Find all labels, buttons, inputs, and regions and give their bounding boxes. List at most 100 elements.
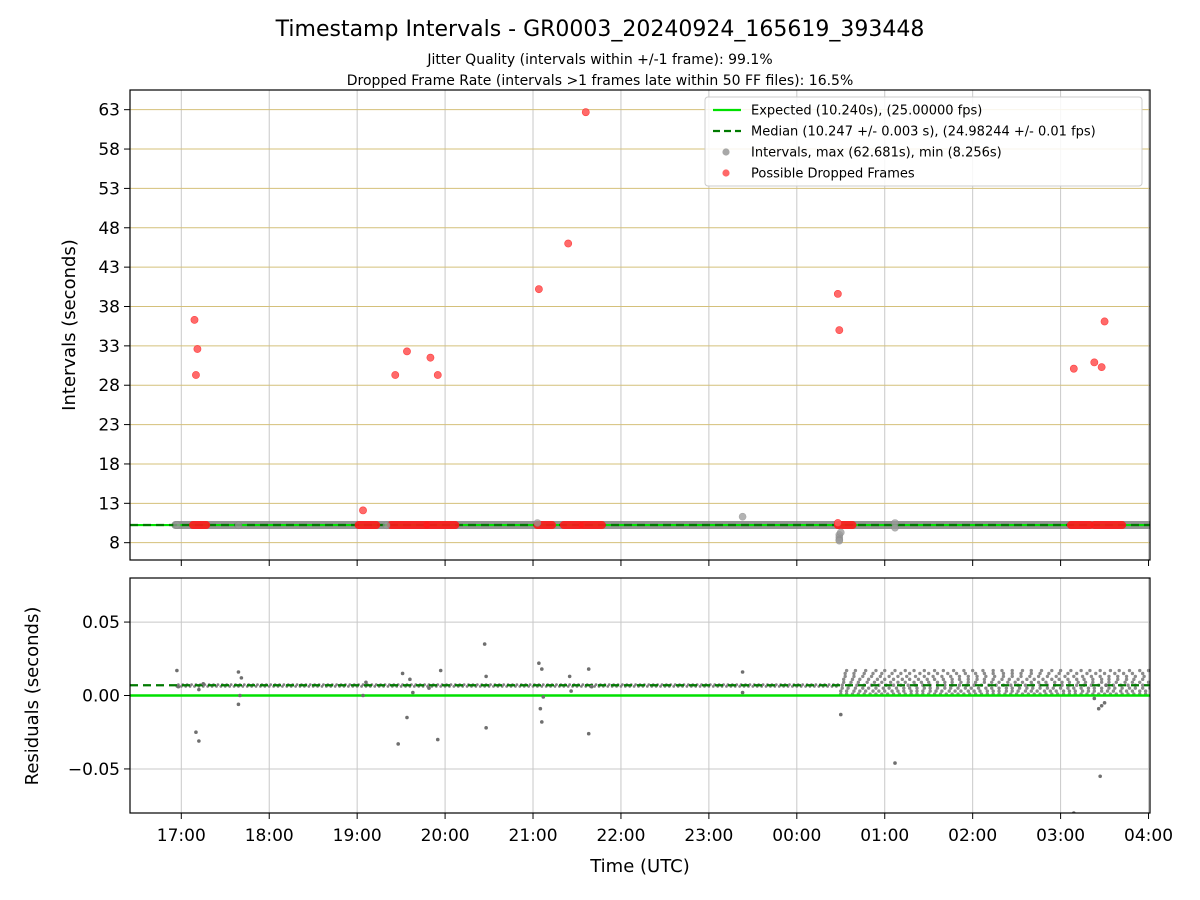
residual-point <box>1029 668 1033 673</box>
residual-point <box>950 677 954 682</box>
residual-point <box>916 677 921 682</box>
residual-point <box>922 686 927 690</box>
residual-point <box>963 686 968 690</box>
residual-point <box>935 686 940 690</box>
interval-point <box>891 523 899 532</box>
residual-point <box>839 689 843 693</box>
residual-point <box>1010 668 1014 673</box>
residual-point <box>907 677 912 682</box>
residual-point <box>216 683 220 687</box>
residual-point <box>537 661 541 665</box>
intervals-y-ticks: 8 13 18 23 28 33 38 43 48 53 58 63 <box>98 101 130 554</box>
residual-point <box>931 674 935 679</box>
residual-point <box>175 668 179 673</box>
intervals-y-axis-label: Intervals (seconds) <box>59 239 80 411</box>
residual-point <box>1113 686 1117 690</box>
residual-point <box>1091 677 1095 682</box>
residual-point <box>396 742 400 746</box>
residual-point <box>940 674 944 679</box>
residual-point <box>863 689 868 693</box>
residual-dense-band <box>839 668 1150 696</box>
residual-point <box>541 695 546 699</box>
residual-point <box>1042 689 1047 693</box>
residual-point <box>1124 677 1129 682</box>
residual-point <box>541 683 545 687</box>
residual-point <box>866 677 871 682</box>
residual-point <box>1113 671 1117 676</box>
residual-point <box>1086 686 1091 690</box>
residual-point <box>1060 683 1064 687</box>
residual-point <box>869 674 874 679</box>
residual-point <box>1001 671 1006 676</box>
residual-point <box>774 683 778 687</box>
residuals-y-tick-label: 0.05 <box>82 613 120 633</box>
residual-point <box>902 689 906 693</box>
interval-point <box>173 521 181 529</box>
residual-point <box>903 680 907 684</box>
residual-point <box>935 680 940 684</box>
dropped-frame-point <box>835 326 844 335</box>
residual-point <box>1006 680 1010 684</box>
intervals-y-tick-label: 28 <box>98 376 120 396</box>
residual-point <box>891 677 896 682</box>
x-tick-label: 01:00 <box>860 826 909 846</box>
residual-point <box>540 667 544 671</box>
residual-point <box>991 689 995 693</box>
residual-point <box>1098 668 1102 673</box>
intervals-y-tick-label: 18 <box>98 455 120 475</box>
residual-point <box>1054 674 1058 679</box>
legend: Expected (10.240s), (25.00000 fps) Median… <box>704 96 1143 187</box>
residual-point <box>959 689 963 693</box>
residual-point <box>449 683 453 687</box>
residual-point <box>991 668 995 673</box>
residual-point <box>850 677 855 682</box>
residuals-data <box>130 642 1150 813</box>
dropped-frame-point <box>1097 363 1106 372</box>
residual-point <box>1023 683 1028 687</box>
residual-point <box>896 674 900 679</box>
residual-point <box>852 671 856 676</box>
residual-point <box>1016 689 1020 693</box>
residual-point <box>295 683 299 687</box>
residual-point <box>888 680 893 684</box>
residual-point <box>935 671 940 676</box>
x-tick-label: 19:00 <box>333 826 382 846</box>
interval-point <box>533 519 542 527</box>
residual-point <box>197 739 201 743</box>
residual-point <box>1127 686 1132 690</box>
residual-point <box>1143 689 1148 693</box>
residual-point <box>880 680 884 684</box>
residual-point <box>586 667 591 671</box>
residual-point <box>1072 674 1076 679</box>
dropped-frame-point <box>192 371 200 379</box>
legend-label: Median (10.247 +/- 0.003 s), (24.98244 +… <box>751 125 1096 140</box>
residual-point <box>991 671 995 676</box>
intervals-y-tick-label: 33 <box>98 337 120 357</box>
intervals-data <box>130 108 1150 545</box>
residual-point <box>957 677 962 682</box>
residual-point <box>475 683 479 687</box>
residual-point <box>236 670 241 674</box>
residual-point <box>919 680 924 684</box>
residual-point <box>1036 680 1041 684</box>
residual-point <box>1000 668 1004 673</box>
legend-swatch-marker <box>722 169 730 177</box>
residual-point <box>594 683 598 687</box>
residual-point <box>1124 689 1129 693</box>
residual-point <box>673 683 677 687</box>
residual-point <box>852 674 856 679</box>
residual-point <box>905 674 909 679</box>
residual-point <box>1054 689 1058 693</box>
residual-point <box>282 683 286 687</box>
residual-point <box>881 686 885 690</box>
residual-point <box>634 683 638 687</box>
residual-point <box>581 683 585 687</box>
residual-point <box>966 689 970 693</box>
residual-point <box>1053 680 1057 684</box>
residual-point <box>893 668 897 673</box>
residual-point <box>586 731 591 736</box>
residual-point <box>1121 671 1126 676</box>
residual-point <box>927 680 931 684</box>
residual-point <box>862 671 866 676</box>
